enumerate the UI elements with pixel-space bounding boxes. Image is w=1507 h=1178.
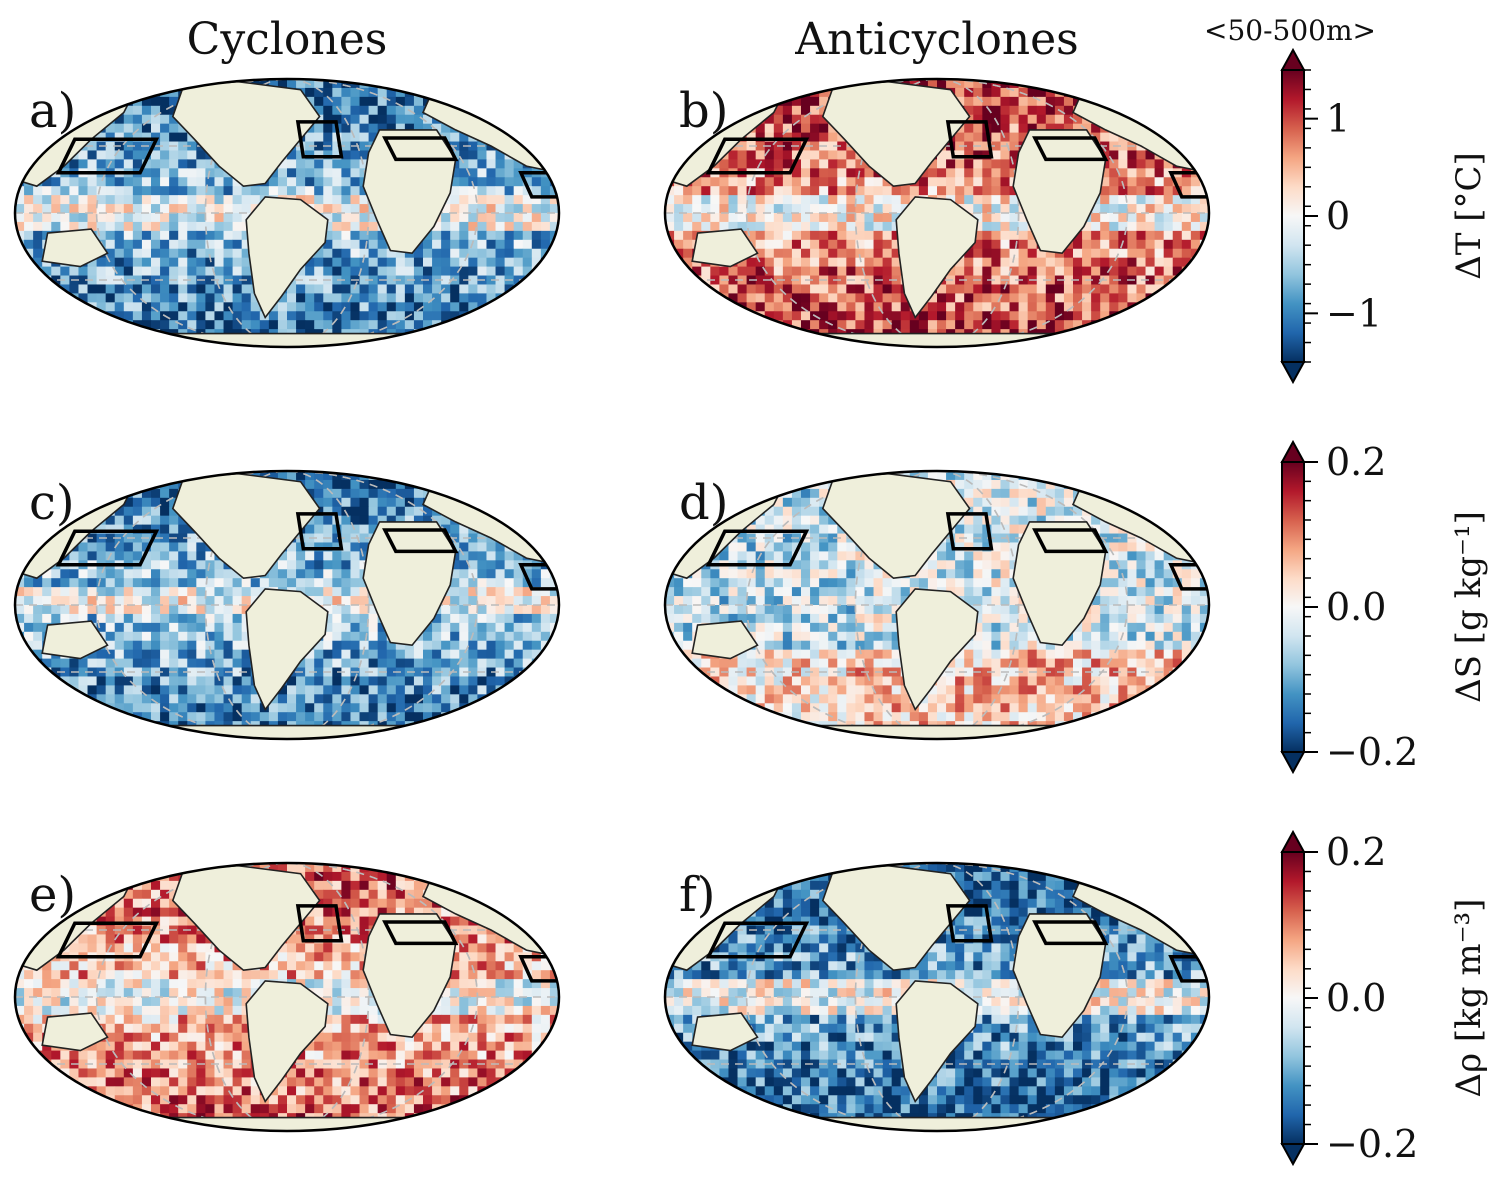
- colorbar-extend-max: [1280, 829, 1306, 853]
- colorbar-gradient: [1281, 851, 1305, 1145]
- panel-label: a): [29, 83, 76, 139]
- map-outline: [13, 77, 561, 349]
- colorbar-tick-label: 0.2: [1326, 440, 1386, 484]
- colorbar-tick-label: 0.2: [1326, 830, 1386, 874]
- map-outline: [13, 861, 561, 1133]
- map-panel-b: b): [663, 77, 1211, 349]
- colorbar-0: 1 0 −1 ΔT [°C]: [1280, 47, 1489, 385]
- map-outline: [663, 77, 1211, 349]
- panel-label: f): [679, 867, 716, 923]
- colorbar-tick-label: 0: [1326, 194, 1350, 238]
- panel-label: c): [29, 475, 75, 531]
- map-panels: a) b) c) d) e) f): [13, 77, 1211, 1133]
- colorbar-label: ΔS [g kg⁻¹]: [1449, 511, 1489, 703]
- depth-range-label: <50-500m>: [1204, 14, 1376, 47]
- column-title-anticyclones: Anticyclones: [794, 14, 1079, 65]
- colorbar-tick-label: −0.2: [1326, 730, 1418, 774]
- map-panel-d: d): [663, 469, 1211, 741]
- region-boxes: [55, 512, 559, 591]
- map-outline: [13, 469, 561, 741]
- colorbar-2: 0.2 0.0 −0.2 Δρ [kg m⁻³]: [1280, 829, 1489, 1167]
- colorbar-tick-label: 1: [1326, 97, 1350, 141]
- colorbar-1: 0.2 0.0 −0.2 ΔS [g kg⁻¹]: [1280, 439, 1489, 775]
- colorbar-tick-label: −1: [1326, 291, 1382, 335]
- colorbars: 1 0 −1 ΔT [°C] 0.2 0.0 −0.2 ΔS [g kg⁻¹] 0.2 0.0 −0…: [1280, 47, 1489, 1167]
- map-panel-c: c): [13, 469, 561, 741]
- map-outline: [663, 469, 1211, 741]
- colorbar-extend-min: [1280, 751, 1306, 775]
- column-title-cyclones: Cyclones: [187, 14, 388, 65]
- map-outline: [663, 861, 1211, 1133]
- colorbar-tick-label: −0.2: [1326, 1122, 1418, 1166]
- map-panel-f: f): [663, 861, 1211, 1133]
- panel-label: d): [679, 475, 728, 531]
- map-panel-a: a): [13, 77, 561, 349]
- colorbar-extend-min: [1280, 1143, 1306, 1167]
- colorbar-label: ΔT [°C]: [1449, 152, 1489, 280]
- colorbar-extend-max: [1280, 439, 1306, 463]
- colorbar-extend-max: [1280, 47, 1306, 71]
- panel-label: b): [679, 83, 728, 139]
- map-panel-e: e): [13, 861, 561, 1133]
- colorbar-gradient: [1281, 69, 1305, 363]
- panel-label: e): [29, 867, 76, 923]
- colorbar-label: Δρ [kg m⁻³]: [1449, 899, 1489, 1098]
- colorbar-tick-label: 0.0: [1326, 976, 1386, 1020]
- colorbar-extend-min: [1280, 361, 1306, 385]
- colorbar-gradient: [1281, 461, 1305, 753]
- colorbar-tick-label: 0.0: [1326, 585, 1386, 629]
